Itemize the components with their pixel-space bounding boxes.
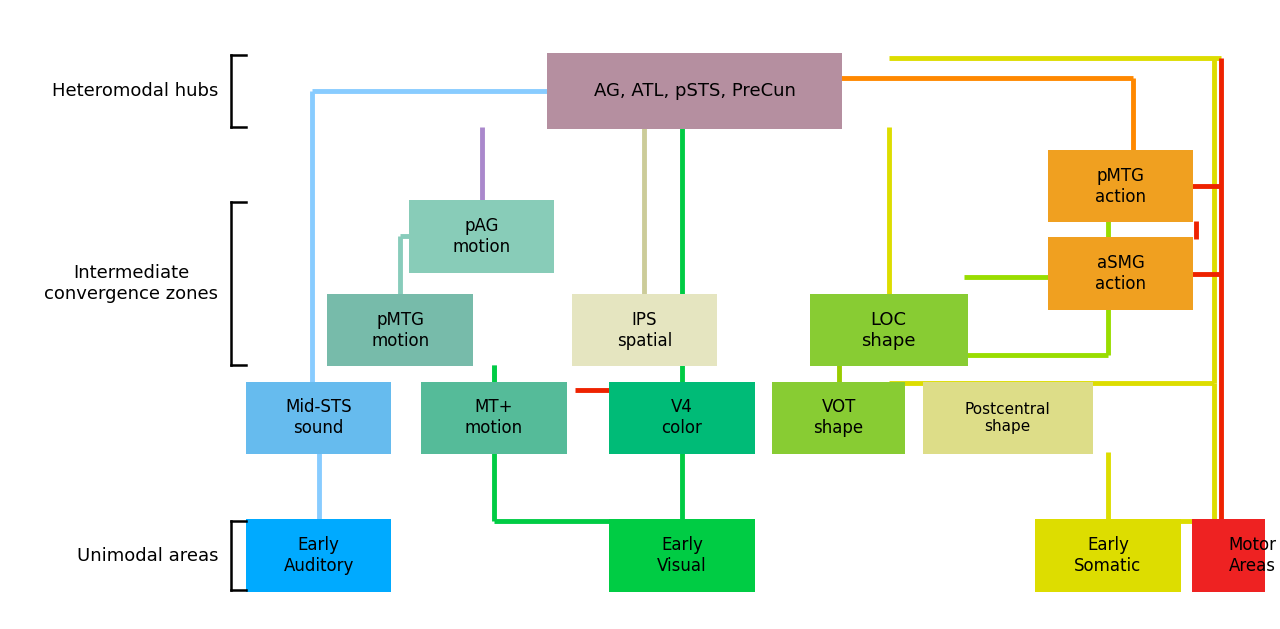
Text: Unimodal areas: Unimodal areas <box>77 547 219 565</box>
Text: MT+
motion: MT+ motion <box>465 398 524 437</box>
Text: aSMG
action: aSMG action <box>1094 254 1146 293</box>
FancyBboxPatch shape <box>923 382 1093 454</box>
Text: Intermediate
convergence zones: Intermediate convergence zones <box>45 264 219 303</box>
FancyBboxPatch shape <box>246 520 392 592</box>
FancyBboxPatch shape <box>609 520 755 592</box>
FancyBboxPatch shape <box>772 382 905 454</box>
Text: Heteromodal hubs: Heteromodal hubs <box>52 82 219 99</box>
Text: V4
color: V4 color <box>662 398 703 437</box>
FancyBboxPatch shape <box>328 294 472 367</box>
FancyBboxPatch shape <box>421 382 567 454</box>
FancyBboxPatch shape <box>1048 238 1193 310</box>
FancyBboxPatch shape <box>408 200 554 272</box>
Text: LOC
shape: LOC shape <box>861 311 916 350</box>
FancyBboxPatch shape <box>810 294 968 367</box>
Text: Motor
Areas: Motor Areas <box>1228 536 1276 575</box>
Text: Early
Somatic: Early Somatic <box>1074 536 1142 575</box>
Text: IPS
spatial: IPS spatial <box>617 311 672 350</box>
FancyBboxPatch shape <box>547 53 842 128</box>
Text: pMTG
motion: pMTG motion <box>371 311 429 350</box>
Text: VOT
shape: VOT shape <box>814 398 864 437</box>
Text: Mid-STS
sound: Mid-STS sound <box>285 398 352 437</box>
FancyBboxPatch shape <box>1036 520 1180 592</box>
FancyBboxPatch shape <box>609 382 755 454</box>
FancyBboxPatch shape <box>572 294 717 367</box>
Text: Early
Auditory: Early Auditory <box>283 536 353 575</box>
Text: pAG
motion: pAG motion <box>452 217 511 255</box>
FancyBboxPatch shape <box>246 382 392 454</box>
Text: pMTG
action: pMTG action <box>1094 167 1146 206</box>
Text: Early
Visual: Early Visual <box>657 536 707 575</box>
FancyBboxPatch shape <box>1192 520 1280 592</box>
Text: AG, ATL, pSTS, PreCun: AG, ATL, pSTS, PreCun <box>594 82 795 99</box>
FancyBboxPatch shape <box>1048 150 1193 223</box>
Text: Postcentral
shape: Postcentral shape <box>965 402 1051 434</box>
